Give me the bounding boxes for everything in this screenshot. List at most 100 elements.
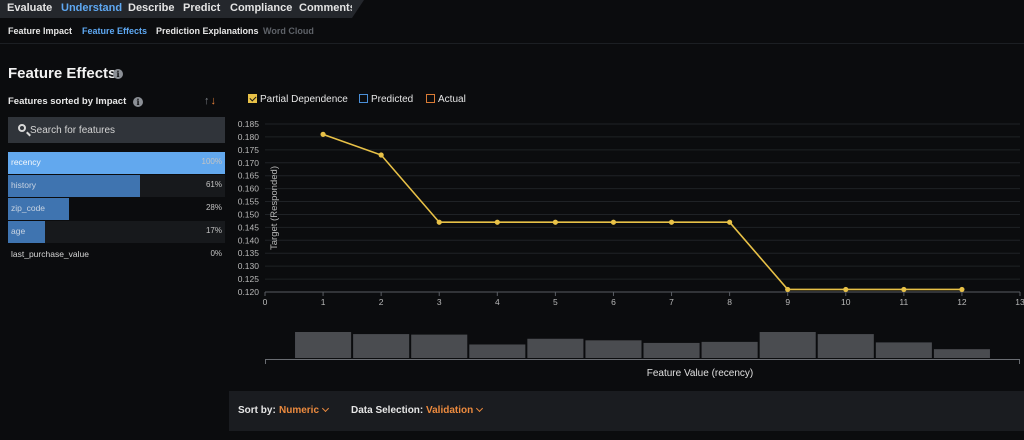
- sort-by-dropdown[interactable]: Numeric: [279, 404, 330, 416]
- feature-impact-percent: 100%: [201, 157, 222, 166]
- subtab-feature-impact[interactable]: Feature Impact: [8, 26, 73, 36]
- data-point: [552, 219, 558, 225]
- histogram-bar: [933, 349, 990, 358]
- data-point: [378, 152, 384, 158]
- sort-direction-toggle[interactable]: ↑↓: [204, 95, 216, 107]
- features-list-heading: Features sorted by Impact: [8, 96, 127, 107]
- legend-partial-dependence[interactable]: Partial Dependence: [248, 94, 348, 108]
- histogram-bar: [353, 334, 410, 358]
- tab-describe[interactable]: Describe: [128, 2, 175, 14]
- y-tick-label: 0.145: [238, 222, 260, 232]
- histogram-bar: [817, 334, 874, 358]
- x-tick-label: 12: [957, 297, 967, 307]
- x-tick-label: 8: [727, 297, 732, 307]
- histogram-bar: [295, 332, 352, 358]
- page-title: Feature Effects: [8, 65, 117, 82]
- x-tick-label: 9: [785, 297, 790, 307]
- subtab-prediction-explanations[interactable]: Prediction Explanations: [156, 26, 259, 36]
- divider: [0, 43, 1024, 44]
- impact-bar: [8, 198, 69, 220]
- y-axis-label: Target (Responded): [269, 166, 280, 250]
- data-point: [727, 219, 733, 225]
- x-tick-label: 11: [899, 297, 908, 307]
- checkbox-icon: [426, 94, 435, 103]
- impact-bar: [8, 175, 141, 197]
- tab-compliance[interactable]: Compliance: [230, 2, 293, 14]
- y-tick-label: 0.155: [238, 197, 260, 207]
- data-point: [320, 131, 326, 137]
- top-nav-edge: [352, 0, 364, 18]
- impact-bar: [8, 221, 45, 243]
- tab-comments[interactable]: Comments: [299, 2, 356, 14]
- y-tick-label: 0.125: [238, 274, 260, 284]
- data-point: [901, 286, 907, 293]
- arrow-down-icon: ↓: [210, 95, 217, 107]
- y-tick-label: 0.175: [238, 145, 260, 155]
- feature-impact-percent: 0%: [210, 249, 222, 258]
- data-point: [494, 219, 500, 225]
- info-icon[interactable]: i: [133, 97, 143, 107]
- tab-evaluate[interactable]: Evaluate: [7, 2, 53, 14]
- data-selection-label: Data Selection:: [351, 405, 424, 416]
- info-icon[interactable]: i: [113, 69, 123, 79]
- chevron-down-icon: [476, 404, 484, 413]
- y-tick-label: 0.135: [238, 248, 260, 258]
- x-tick-label: 6: [611, 297, 616, 307]
- feature-name: history: [11, 180, 37, 190]
- legend-predicted[interactable]: Predicted: [359, 94, 413, 108]
- feature-row[interactable]: last_purchase_value 0%: [8, 244, 225, 266]
- legend-label: Actual: [438, 94, 466, 105]
- x-tick-label: 1: [321, 297, 326, 307]
- search-icon: [18, 124, 26, 132]
- feature-row[interactable]: age 17%: [8, 221, 225, 243]
- chart-footer: Sort by: Numeric Data Selection: Validat…: [229, 391, 1024, 431]
- sort-by-label: Sort by:: [238, 405, 276, 416]
- histogram-bar: [875, 342, 932, 358]
- y-tick-label: 0.130: [238, 261, 260, 271]
- partial-dependence-line: [322, 133, 962, 291]
- y-tick-label: 0.160: [238, 184, 260, 194]
- feature-impact-percent: 28%: [205, 203, 222, 212]
- histogram-bar: [701, 341, 758, 358]
- legend-label: Partial Dependence: [260, 94, 348, 105]
- histogram-bar: [469, 344, 526, 358]
- subtab-feature-effects[interactable]: Feature Effects: [82, 26, 148, 36]
- x-tick-label: 10: [841, 297, 851, 307]
- feature-impact-percent: 61%: [205, 180, 222, 189]
- subtab-word-cloud[interactable]: Word Cloud: [263, 26, 314, 36]
- data-point: [843, 286, 849, 293]
- y-tick-label: 0.150: [238, 209, 260, 219]
- feature-name: zip_code: [11, 203, 46, 213]
- x-tick-label: 2: [379, 297, 384, 307]
- x-tick-label: 0: [263, 297, 268, 307]
- tab-understand[interactable]: Understand: [61, 2, 123, 14]
- legend-label: Predicted: [371, 94, 414, 105]
- feature-row[interactable]: recency 100%: [8, 152, 225, 174]
- x-tick-label: 5: [553, 297, 558, 307]
- histogram-bar: [585, 340, 642, 358]
- data-point: [436, 219, 442, 225]
- data-point: [785, 286, 791, 293]
- feature-impact-percent: 17%: [205, 226, 222, 235]
- feature-name: age: [11, 226, 26, 236]
- histogram-bar: [643, 342, 700, 358]
- y-tick-label: 0.140: [238, 235, 260, 245]
- tab-predict[interactable]: Predict: [183, 2, 221, 14]
- x-tick-label: 4: [495, 297, 500, 307]
- checkbox-checked-icon: [248, 94, 257, 103]
- chevron-down-icon: [321, 404, 330, 413]
- feature-row[interactable]: history 61%: [8, 175, 225, 197]
- legend-actual[interactable]: Actual: [426, 94, 466, 108]
- search-input[interactable]: [30, 122, 215, 138]
- x-tick-label: 3: [437, 297, 442, 307]
- sort-by-value: Numeric: [279, 405, 320, 416]
- y-tick-label: 0.120: [238, 287, 260, 297]
- data-selection-dropdown[interactable]: Validation: [426, 404, 484, 416]
- x-tick-label: 7: [669, 297, 674, 307]
- histogram-bar: [759, 332, 816, 358]
- feature-search: [8, 117, 225, 143]
- impact-bar: [8, 152, 225, 174]
- feature-row[interactable]: zip_code 28%: [8, 198, 225, 220]
- y-tick-label: 0.165: [238, 171, 260, 181]
